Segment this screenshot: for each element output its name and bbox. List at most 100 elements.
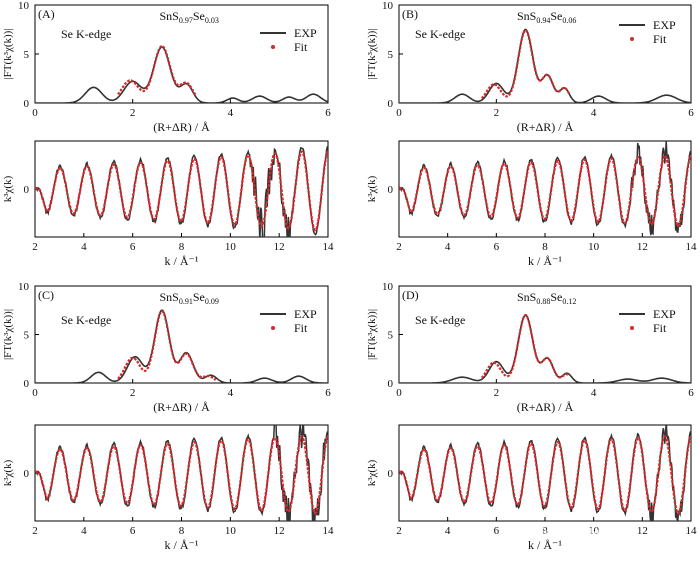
fit-curve bbox=[117, 45, 198, 97]
x-tick-label: 6 bbox=[688, 387, 694, 399]
chart-d: 0 2 4 6 0 5 10 (R+ΔR) / Å |FT(k³χ(k))| SnS0.88Se0… bbox=[366, 281, 694, 414]
x-axis-label: (R+ΔR) / Å bbox=[517, 400, 574, 414]
panel-label: (B) bbox=[402, 7, 418, 21]
x-tick-label: 2 bbox=[130, 107, 136, 119]
x-axis-label: k / Å⁻¹ bbox=[528, 254, 562, 268]
x-tick-label: 12 bbox=[274, 241, 285, 253]
x-axis-label: (R+ΔR) / Å bbox=[153, 400, 210, 414]
y-tick-label: 5 bbox=[24, 49, 30, 61]
y-tick-label: 10 bbox=[18, 281, 30, 293]
legend-fit-swatch bbox=[630, 326, 634, 330]
x-tick-label: 4 bbox=[81, 525, 87, 537]
y-axis-label: |FT(k³χ(k))| bbox=[366, 309, 378, 360]
chart-b-k: 2 4 6 8 10 12 14 0 k / Å⁻¹ k³χ(k) bbox=[366, 140, 698, 268]
x-axis-label: k / Å⁻¹ bbox=[165, 254, 199, 268]
x-tick-label: 8 bbox=[179, 525, 185, 537]
chart-title: SnS0.94Se0.06 bbox=[517, 9, 576, 25]
y-tick-label: 0 bbox=[388, 378, 394, 390]
legend-exp-label: EXP bbox=[653, 18, 676, 32]
x-tick-label: 6 bbox=[494, 241, 500, 253]
x-tick-label: 4 bbox=[445, 241, 451, 253]
chart-b: 0 2 4 6 0 5 10 (R+ΔR) / Å |FT(k³χ(k))| SnS0.94Se0… bbox=[366, 0, 694, 134]
y-axis-label: |FT(k³χ(k))| bbox=[2, 309, 14, 360]
x-tick-label: 0 bbox=[396, 107, 402, 119]
panel-label: (C) bbox=[38, 288, 54, 302]
y-tick-label: 0 bbox=[388, 98, 394, 110]
y-tick-label: 0 bbox=[388, 184, 394, 196]
y-tick-label: 0 bbox=[24, 468, 30, 480]
exp-curve bbox=[35, 309, 328, 383]
edge-annotation: Se K-edge bbox=[61, 27, 111, 41]
x-tick-label: 6 bbox=[325, 387, 331, 399]
exp-curve bbox=[399, 314, 691, 383]
x-tick-label: 0 bbox=[396, 387, 402, 399]
x-tick-label: 14 bbox=[686, 525, 698, 537]
x-tick-label: 4 bbox=[591, 107, 597, 119]
legend-fit-label: Fit bbox=[653, 32, 667, 46]
x-tick-label: 4 bbox=[591, 387, 597, 399]
x-tick-label: 2 bbox=[32, 241, 38, 253]
y-tick-label: 0 bbox=[24, 378, 30, 390]
legend-exp-label: EXP bbox=[653, 307, 676, 321]
panel-label: (D) bbox=[402, 288, 419, 302]
y-tick-label: 5 bbox=[388, 49, 394, 61]
x-axis-label: (R+ΔR) / Å bbox=[517, 120, 574, 134]
fit-curve bbox=[35, 434, 328, 515]
x-tick-label: 10 bbox=[588, 525, 600, 537]
edge-annotation: Se K-edge bbox=[61, 313, 111, 327]
x-tick-label: 14 bbox=[323, 525, 335, 537]
y-axis-label: k³χ(k) bbox=[2, 175, 14, 202]
edge-annotation: Se K-edge bbox=[415, 27, 465, 41]
legend-fit-label: Fit bbox=[294, 321, 308, 335]
x-tick-label: 0 bbox=[32, 387, 38, 399]
watermark: 知乎 @检测中心黄工 bbox=[498, 524, 638, 542]
edge-annotation: Se K-edge bbox=[415, 313, 465, 327]
y-axis-label: k³χ(k) bbox=[2, 459, 14, 486]
x-tick-label: 2 bbox=[396, 241, 402, 253]
chart-a-k: 2 4 6 8 10 12 14 0 k / Å⁻¹ k³χ(k) bbox=[2, 140, 334, 268]
x-tick-label: 6 bbox=[130, 241, 136, 253]
x-tick-label: 10 bbox=[225, 525, 237, 537]
x-tick-label: 6 bbox=[494, 525, 500, 537]
x-tick-label: 6 bbox=[688, 107, 694, 119]
y-tick-label: 5 bbox=[388, 330, 394, 342]
x-tick-label: 2 bbox=[494, 107, 500, 119]
x-tick-label: 10 bbox=[225, 241, 237, 253]
legend-exp-label: EXP bbox=[294, 307, 317, 321]
chart-c: 0 2 4 6 0 5 10 (R+ΔR) / Å |FT(k³χ(k))| SnS0.91Se0… bbox=[2, 281, 331, 414]
x-tick-label: 8 bbox=[179, 241, 185, 253]
fit-curve bbox=[399, 154, 691, 227]
y-tick-label: 0 bbox=[388, 468, 394, 480]
legend-fit-swatch bbox=[271, 326, 275, 330]
fit-curve bbox=[481, 314, 571, 379]
plot-frame bbox=[398, 140, 692, 238]
x-tick-label: 4 bbox=[228, 387, 234, 399]
exp-curve bbox=[35, 145, 328, 237]
exp-curve bbox=[35, 46, 328, 103]
fit-curve bbox=[480, 29, 571, 100]
x-tick-label: 4 bbox=[81, 241, 87, 253]
chart-a: 0 2 4 6 0 5 10 (R+ΔR) / Å |FT(k³χ(k))| SnS0.97Se0… bbox=[2, 0, 331, 134]
x-tick-label: 10 bbox=[588, 241, 600, 253]
x-tick-label: 14 bbox=[686, 241, 698, 253]
x-axis-label: (R+ΔR) / Å bbox=[153, 120, 210, 134]
fit-curve bbox=[399, 434, 691, 515]
y-axis-label: k³χ(k) bbox=[366, 175, 378, 202]
x-tick-label: 6 bbox=[130, 525, 136, 537]
chart-d-k: 2 4 6 8 10 12 14 0 k / Å⁻¹ k³χ(k) bbox=[366, 424, 698, 552]
x-tick-label: 4 bbox=[228, 107, 234, 119]
y-tick-label: 0 bbox=[24, 184, 30, 196]
x-tick-label: 2 bbox=[494, 387, 500, 399]
chart-title: SnS0.88Se0.12 bbox=[517, 290, 576, 306]
panel-label: (A) bbox=[38, 7, 55, 21]
y-axis-label: |FT(k³χ(k))| bbox=[2, 28, 14, 79]
chart-c-k: 2 4 6 8 10 12 14 0 k / Å⁻¹ k³χ(k) bbox=[2, 424, 335, 552]
y-tick-label: 0 bbox=[24, 98, 30, 110]
x-tick-label: 12 bbox=[637, 525, 648, 537]
x-tick-label: 8 bbox=[542, 241, 548, 253]
x-axis-label: k / Å⁻¹ bbox=[528, 538, 562, 552]
x-axis-label: k / Å⁻¹ bbox=[165, 538, 199, 552]
chart-title: SnS0.97Se0.03 bbox=[160, 9, 219, 25]
y-tick-label: 5 bbox=[24, 330, 30, 342]
